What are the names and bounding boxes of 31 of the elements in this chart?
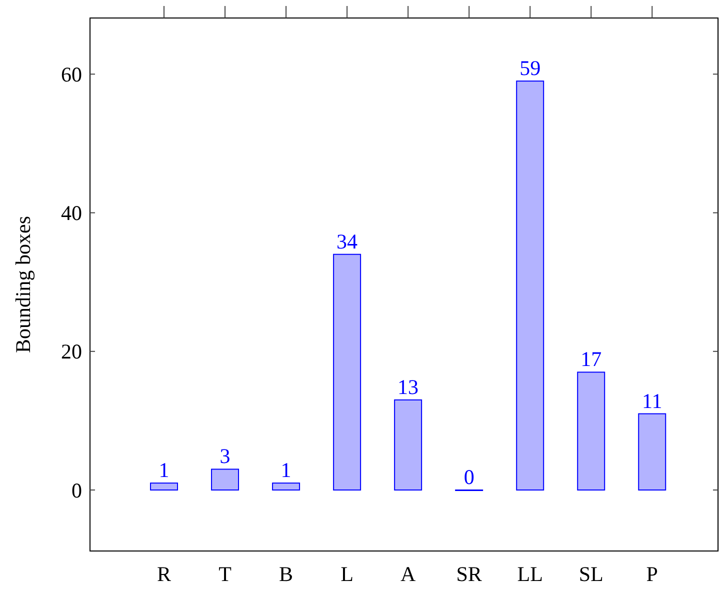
y-tick-label: 20 [61, 340, 82, 364]
data-label: 59 [520, 56, 541, 80]
x-tick-label: B [279, 562, 294, 586]
x-tick-label: T [218, 562, 232, 586]
y-tick-label: 40 [61, 201, 82, 226]
data-label: 17 [580, 347, 602, 372]
bar [272, 482, 300, 491]
data-label: 34 [336, 229, 358, 254]
data-label: 13 [398, 374, 419, 399]
bar [211, 468, 240, 491]
data-label: 3 [220, 444, 230, 468]
y-tick-label: 60 [61, 62, 82, 86]
y-axis-title: Bounding boxes [11, 216, 35, 354]
x-tick-label: R [157, 562, 172, 586]
x-tick-label: A [400, 562, 416, 586]
bar [638, 413, 666, 491]
bar [150, 482, 178, 491]
data-label: 11 [642, 388, 662, 413]
x-tick-label: LL [517, 562, 543, 586]
x-tick-label: P [646, 562, 658, 586]
bar [577, 372, 606, 491]
data-label: 0 [464, 465, 474, 490]
data-label: 1 [280, 458, 292, 482]
bar [516, 80, 544, 491]
x-tick-label: SL [578, 562, 604, 586]
bar [333, 254, 362, 491]
x-tick-label: L [340, 562, 354, 586]
y-tick-label: 0 [72, 478, 82, 502]
bar [394, 399, 422, 491]
data-label: 1 [158, 458, 170, 482]
x-tick-label: SR [456, 562, 482, 586]
